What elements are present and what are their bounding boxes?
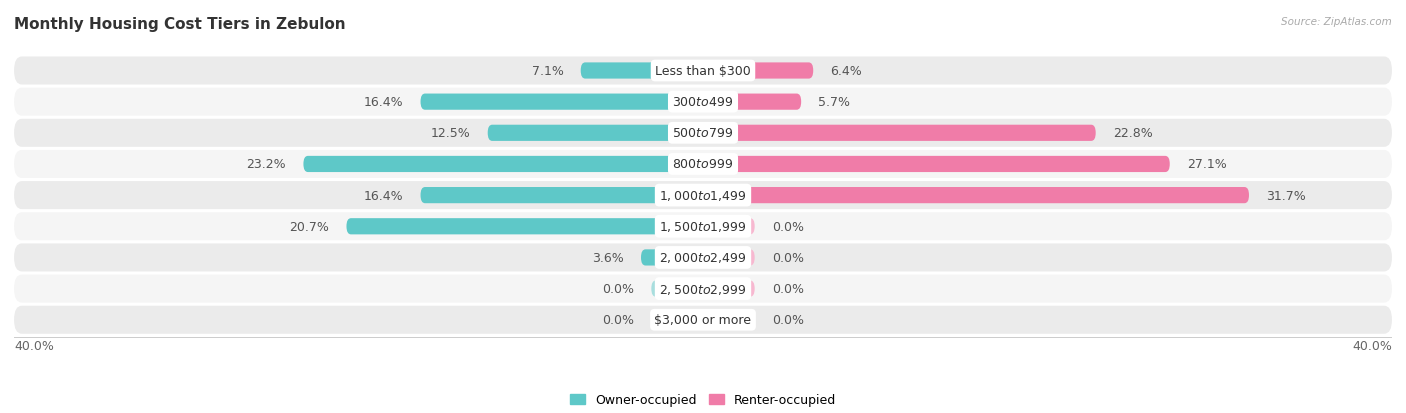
FancyBboxPatch shape: [703, 188, 1249, 204]
Text: 40.0%: 40.0%: [1353, 339, 1392, 352]
FancyBboxPatch shape: [651, 281, 703, 297]
Text: 27.1%: 27.1%: [1187, 158, 1226, 171]
Text: $500 to $799: $500 to $799: [672, 127, 734, 140]
Text: 22.8%: 22.8%: [1114, 127, 1153, 140]
Text: 5.7%: 5.7%: [818, 96, 851, 109]
FancyBboxPatch shape: [14, 275, 1392, 303]
Text: 16.4%: 16.4%: [364, 189, 404, 202]
Legend: Owner-occupied, Renter-occupied: Owner-occupied, Renter-occupied: [565, 388, 841, 411]
Text: $800 to $999: $800 to $999: [672, 158, 734, 171]
FancyBboxPatch shape: [703, 126, 1095, 142]
Text: 20.7%: 20.7%: [290, 220, 329, 233]
FancyBboxPatch shape: [703, 94, 801, 111]
FancyBboxPatch shape: [14, 182, 1392, 210]
FancyBboxPatch shape: [14, 88, 1392, 116]
FancyBboxPatch shape: [14, 306, 1392, 334]
FancyBboxPatch shape: [420, 94, 703, 111]
Text: Source: ZipAtlas.com: Source: ZipAtlas.com: [1281, 17, 1392, 26]
Text: Monthly Housing Cost Tiers in Zebulon: Monthly Housing Cost Tiers in Zebulon: [14, 17, 346, 31]
FancyBboxPatch shape: [14, 151, 1392, 178]
Text: 40.0%: 40.0%: [14, 339, 53, 352]
Text: $300 to $499: $300 to $499: [672, 96, 734, 109]
FancyBboxPatch shape: [703, 281, 755, 297]
Text: 3.6%: 3.6%: [592, 252, 624, 264]
Text: Less than $300: Less than $300: [655, 65, 751, 78]
Text: 16.4%: 16.4%: [364, 96, 404, 109]
FancyBboxPatch shape: [304, 157, 703, 173]
FancyBboxPatch shape: [651, 312, 703, 328]
Text: $3,000 or more: $3,000 or more: [655, 313, 751, 326]
Text: 12.5%: 12.5%: [430, 127, 471, 140]
FancyBboxPatch shape: [14, 244, 1392, 272]
Text: 31.7%: 31.7%: [1267, 189, 1306, 202]
Text: 0.0%: 0.0%: [772, 313, 804, 326]
FancyBboxPatch shape: [703, 250, 755, 266]
FancyBboxPatch shape: [488, 126, 703, 142]
Text: 0.0%: 0.0%: [772, 220, 804, 233]
Text: 7.1%: 7.1%: [531, 65, 564, 78]
FancyBboxPatch shape: [14, 119, 1392, 147]
Text: 0.0%: 0.0%: [602, 313, 634, 326]
FancyBboxPatch shape: [581, 63, 703, 79]
FancyBboxPatch shape: [420, 188, 703, 204]
Text: 0.0%: 0.0%: [772, 282, 804, 295]
Text: 6.4%: 6.4%: [831, 65, 862, 78]
Text: 0.0%: 0.0%: [602, 282, 634, 295]
FancyBboxPatch shape: [703, 218, 755, 235]
FancyBboxPatch shape: [703, 157, 1170, 173]
Text: $2,500 to $2,999: $2,500 to $2,999: [659, 282, 747, 296]
Text: 0.0%: 0.0%: [772, 252, 804, 264]
FancyBboxPatch shape: [346, 218, 703, 235]
Text: $1,000 to $1,499: $1,000 to $1,499: [659, 189, 747, 203]
FancyBboxPatch shape: [14, 213, 1392, 241]
FancyBboxPatch shape: [703, 63, 813, 79]
Text: $1,500 to $1,999: $1,500 to $1,999: [659, 220, 747, 234]
FancyBboxPatch shape: [641, 250, 703, 266]
Text: 23.2%: 23.2%: [246, 158, 287, 171]
Text: $2,000 to $2,499: $2,000 to $2,499: [659, 251, 747, 265]
FancyBboxPatch shape: [703, 312, 755, 328]
FancyBboxPatch shape: [14, 57, 1392, 85]
